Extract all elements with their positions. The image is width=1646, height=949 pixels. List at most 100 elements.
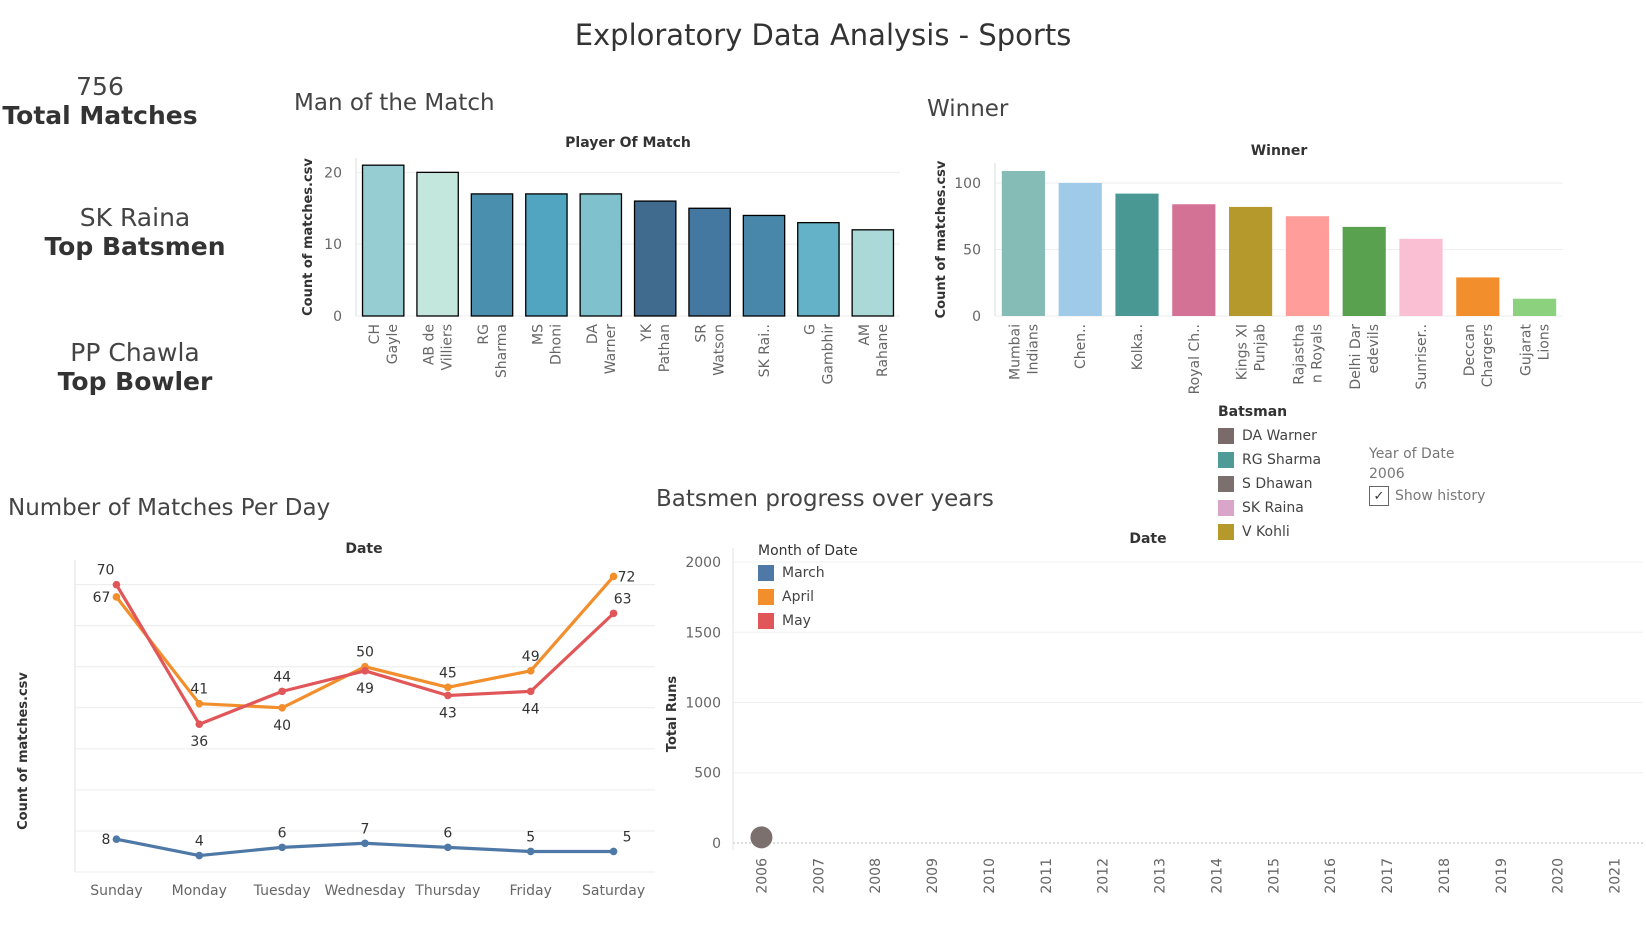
legend-swatch xyxy=(1218,476,1234,492)
x-tick-label: Friday xyxy=(509,883,551,899)
data-label: 6 xyxy=(443,825,452,841)
legend-item-april[interactable]: April xyxy=(758,585,858,609)
month-legend: Month of Date March April May xyxy=(758,543,858,633)
winner-section-title: Winner xyxy=(927,96,1009,122)
legend-item-da-warner[interactable]: DA Warner xyxy=(1218,424,1321,448)
legend-swatch xyxy=(758,613,774,629)
legend-swatch xyxy=(758,589,774,605)
legend-item-s-dhawan[interactable]: S Dhawan xyxy=(1218,472,1321,496)
bar xyxy=(470,193,514,317)
y-tick-label: 100 xyxy=(954,176,981,192)
data-label: 4 xyxy=(195,834,204,850)
show-history-toggle[interactable]: ✓ Show history xyxy=(1369,486,1485,506)
bar xyxy=(361,164,405,317)
bar xyxy=(851,229,895,317)
x-tick-label: Sunriser.. xyxy=(1414,324,1430,390)
kpi-value: PP Chawla xyxy=(70,338,200,367)
x-tick-label: 2021 xyxy=(1608,858,1624,894)
matches-per-day-line-chart: Date Count of matches.csv Sunday Monday Tues… xyxy=(16,541,655,899)
legend-item-sk-raina[interactable]: SK Raina xyxy=(1218,496,1321,520)
x-tick-label: Wednesday xyxy=(324,883,405,899)
x-tick-label: 2012 xyxy=(1096,858,1112,894)
legend-swatch xyxy=(1218,524,1234,540)
data-label: 40 xyxy=(273,718,291,734)
legend-item-v-kohli[interactable]: V Kohli xyxy=(1218,520,1321,544)
bar xyxy=(1001,170,1045,316)
x-tick-label: Villiers xyxy=(440,324,456,371)
data-label: 6 xyxy=(278,825,287,841)
x-tick-label: SK Rai.. xyxy=(757,324,773,377)
batsmen-progress-scatter-chart: Date Total Runs 0 500 1000 1500 2000 2006 2007 20… xyxy=(665,531,1643,894)
year-filter-value[interactable]: 2006 xyxy=(1369,466,1405,482)
x-tick-label: Watson xyxy=(712,324,728,376)
legend-swatch xyxy=(1218,428,1234,444)
data-point xyxy=(609,609,618,618)
chart-header: Date xyxy=(345,541,382,557)
kpi-label: Total Matches xyxy=(2,101,198,130)
x-tick-label: Indians xyxy=(1025,324,1041,375)
dashboard-title: Exploratory Data Analysis - Sports xyxy=(574,18,1072,52)
chart-header: Player Of Match xyxy=(565,135,691,151)
data-point xyxy=(112,835,121,843)
x-tick-label: AM xyxy=(857,324,873,346)
x-tick-label: Sharma xyxy=(494,324,510,378)
x-tick-label: SR xyxy=(694,324,710,343)
show-history-label: Show history xyxy=(1395,488,1486,504)
winner-bar-chart: Winner Count of matches.csv 0 50 100 Mumbai In… xyxy=(934,143,1563,393)
data-label: 70 xyxy=(97,563,115,579)
x-tick-label: 2017 xyxy=(1380,858,1396,894)
x-tick-label: Warner xyxy=(603,324,619,375)
legend-swatch xyxy=(1218,452,1234,468)
y-axis-label: Total Runs xyxy=(665,676,680,753)
legend-item-rg-sharma[interactable]: RG Sharma xyxy=(1218,448,1321,472)
x-tick-label: Dhoni xyxy=(548,324,564,365)
motm-bar-chart: Player Of Match Count of matches.csv 0 10 20… xyxy=(301,135,900,384)
x-tick-label: Lions xyxy=(1537,324,1553,360)
y-tick-label: 2000 xyxy=(685,555,721,571)
legend-item-may[interactable]: May xyxy=(758,609,858,633)
x-tick-label: G xyxy=(802,324,818,335)
bar xyxy=(1285,216,1329,316)
y-axis-label: Count of matches.csv xyxy=(301,158,316,316)
data-point xyxy=(444,683,452,692)
x-tick-label: Saturday xyxy=(582,883,645,899)
x-tick-label: 2009 xyxy=(925,858,941,894)
bar xyxy=(688,207,731,317)
x-tick-label: Royal Ch.. xyxy=(1187,324,1203,393)
data-point xyxy=(112,593,121,601)
bar xyxy=(1229,206,1273,316)
data-label: 41 xyxy=(190,682,208,698)
bar xyxy=(1115,193,1159,316)
bar xyxy=(742,214,786,317)
y-tick-label: 0 xyxy=(712,836,721,852)
x-tick-label: Kolka.. xyxy=(1130,324,1146,370)
x-tick-label: 2008 xyxy=(868,858,884,894)
legend-label: S Dhawan xyxy=(1242,476,1313,492)
data-label: 5 xyxy=(623,829,632,845)
x-tick-label: 2011 xyxy=(1039,858,1055,894)
kpi-top-batsmen: SK Raina Top Batsmen xyxy=(35,203,235,261)
x-tick-label: Delhi Dar xyxy=(1348,324,1364,390)
data-label: 67 xyxy=(93,590,111,606)
bar xyxy=(525,193,568,317)
x-tick-label: Pathan xyxy=(657,324,673,372)
data-point xyxy=(750,826,773,849)
legend-item-march[interactable]: March xyxy=(758,561,858,585)
show-history-checkbox[interactable]: ✓ xyxy=(1369,486,1389,506)
data-point xyxy=(195,699,204,708)
x-tick-label: AB de xyxy=(422,324,438,365)
data-label: 5 xyxy=(526,829,535,845)
x-tick-label: 2019 xyxy=(1494,858,1510,894)
bar xyxy=(416,171,459,317)
x-tick-label: Tuesday xyxy=(253,883,311,899)
kpi-label: Top Bowler xyxy=(57,367,213,396)
x-tick-label: Mumbai xyxy=(1007,324,1023,380)
x-tick-label: Monday xyxy=(172,883,227,899)
kpi-top-bowler: PP Chawla Top Bowler xyxy=(35,338,235,396)
x-tick-label: 2013 xyxy=(1153,858,1169,894)
data-point xyxy=(361,667,369,675)
data-point xyxy=(361,839,369,848)
kpi-value: 756 xyxy=(76,72,124,101)
bar xyxy=(1342,226,1386,316)
data-point xyxy=(444,843,452,852)
